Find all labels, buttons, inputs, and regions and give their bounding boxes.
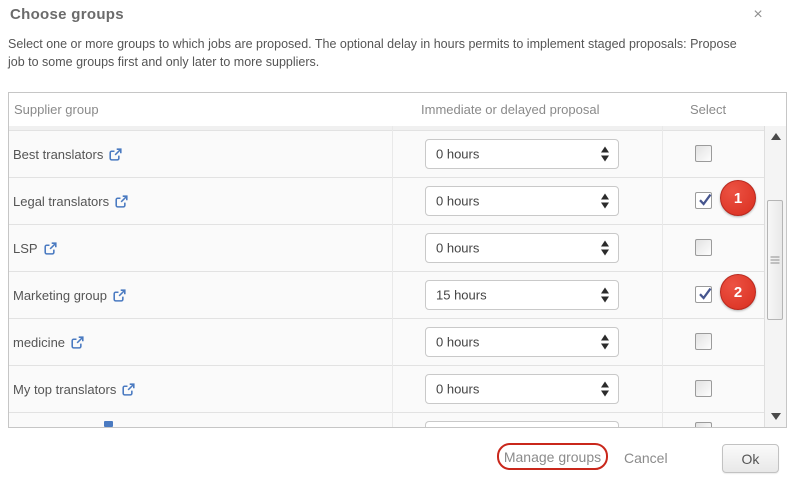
select-checkbox[interactable] (695, 286, 712, 303)
annotation-badge: 2 (720, 274, 756, 310)
spinner-up-icon[interactable] (601, 334, 609, 341)
group-name-label: Legal translators (13, 193, 110, 209)
delay-spinner[interactable]: 0 hours (425, 186, 619, 216)
group-name-label: Marketing group (13, 287, 107, 303)
page-title: Choose groups (10, 6, 124, 23)
spinner-arrows[interactable] (601, 146, 609, 162)
delay-spinner[interactable]: 0 hours (425, 139, 619, 169)
annotation-badge: 1 (720, 180, 756, 216)
spinner-down-icon[interactable] (601, 296, 609, 303)
close-icon[interactable]: × (753, 6, 763, 23)
group-name-label: Best translators (13, 146, 104, 162)
supplier-groups-table: Supplier group Immediate or delayed prop… (8, 92, 787, 428)
delay-spinner[interactable]: 0 hours (425, 374, 619, 404)
delay-value: 0 hours (436, 240, 480, 256)
select-checkbox[interactable] (695, 380, 712, 397)
spinner-arrows[interactable] (601, 193, 609, 209)
select-checkbox[interactable] (695, 422, 712, 427)
spinner-arrows[interactable] (601, 381, 609, 397)
delay-spinner[interactable]: 15 hours (425, 280, 619, 310)
column-header-proposal: Immediate or delayed proposal (421, 102, 600, 117)
external-link-icon[interactable] (115, 195, 128, 208)
vertical-scrollbar[interactable] (764, 126, 786, 427)
group-name-label: My top translators (13, 381, 117, 397)
scrollbar-thumb[interactable] (767, 200, 783, 320)
spinner-up-icon[interactable] (601, 287, 609, 294)
group-name-label: LSP (13, 240, 38, 256)
spinner-arrows[interactable] (601, 287, 609, 303)
supplier-group-name: My top translators (13, 366, 135, 412)
supplier-group-name: LSP (13, 225, 57, 271)
scrolled-row-sliver (9, 126, 786, 131)
select-checkbox[interactable] (695, 145, 712, 162)
external-link-icon[interactable] (122, 383, 135, 396)
external-link-icon[interactable] (113, 289, 126, 302)
table-scroll-viewport: Best translators 0 hours Legal translato… (9, 126, 786, 427)
delay-value: 0 hours (436, 193, 480, 209)
supplier-group-name: Best translators (13, 131, 122, 177)
delay-spinner[interactable] (425, 421, 619, 427)
spinner-up-icon[interactable] (601, 381, 609, 388)
table-row: medicine 0 hours (9, 319, 786, 366)
spinner-up-icon[interactable] (601, 240, 609, 247)
external-link-icon[interactable] (43, 242, 57, 255)
column-header-select: Select (690, 102, 727, 117)
spinner-arrows[interactable] (601, 240, 609, 256)
spinner-up-icon[interactable] (601, 146, 609, 153)
delay-spinner[interactable]: 0 hours (425, 233, 619, 263)
ok-button[interactable]: Ok (722, 444, 779, 473)
table-row: Best translators 0 hours (9, 131, 786, 178)
table-row: LSP 0 hours (9, 225, 786, 272)
scrollbar-grip (770, 259, 780, 261)
delay-spinner[interactable]: 0 hours (425, 327, 619, 357)
spinner-up-icon[interactable] (601, 193, 609, 200)
external-link-icon (104, 421, 113, 427)
select-checkbox[interactable] (695, 239, 712, 256)
spinner-down-icon[interactable] (601, 155, 609, 162)
table-row: Legal translators 0 hours 1 (9, 178, 786, 225)
manage-groups-link[interactable]: Manage groups (503, 448, 602, 465)
delay-value: 0 hours (436, 381, 480, 397)
supplier-group-name: Legal translators (13, 178, 128, 224)
cancel-button[interactable]: Cancel (624, 450, 668, 466)
select-checkbox[interactable] (695, 333, 712, 350)
external-link-icon[interactable] (109, 148, 122, 161)
partial-row (9, 413, 786, 427)
table-row: Marketing group 15 hours 2 (9, 272, 786, 319)
group-name-label: medicine (13, 334, 66, 350)
spinner-down-icon[interactable] (601, 202, 609, 209)
select-checkbox[interactable] (695, 192, 712, 209)
spinner-down-icon[interactable] (601, 343, 609, 350)
table-row: My top translators 0 hours (9, 366, 786, 413)
dialog-description: Select one or more groups to which jobs … (8, 37, 737, 69)
table-rows: Best translators 0 hours Legal translato… (9, 126, 786, 427)
table-header-row: Supplier group Immediate or delayed prop… (9, 93, 786, 127)
delay-value: 0 hours (436, 334, 480, 350)
spinner-down-icon[interactable] (601, 249, 609, 256)
delay-value: 0 hours (436, 146, 480, 162)
spinner-arrows[interactable] (601, 334, 609, 350)
external-link-icon[interactable] (71, 336, 84, 349)
scroll-up-icon[interactable] (770, 133, 781, 140)
delay-value: 15 hours (436, 287, 487, 303)
supplier-group-name: medicine (13, 319, 84, 365)
supplier-group-name: Marketing group (13, 272, 126, 318)
scroll-down-icon[interactable] (770, 413, 781, 420)
red-annotation-box: Manage groups (497, 443, 608, 470)
spinner-down-icon[interactable] (601, 390, 609, 397)
column-header-supplier-group: Supplier group (14, 102, 99, 117)
